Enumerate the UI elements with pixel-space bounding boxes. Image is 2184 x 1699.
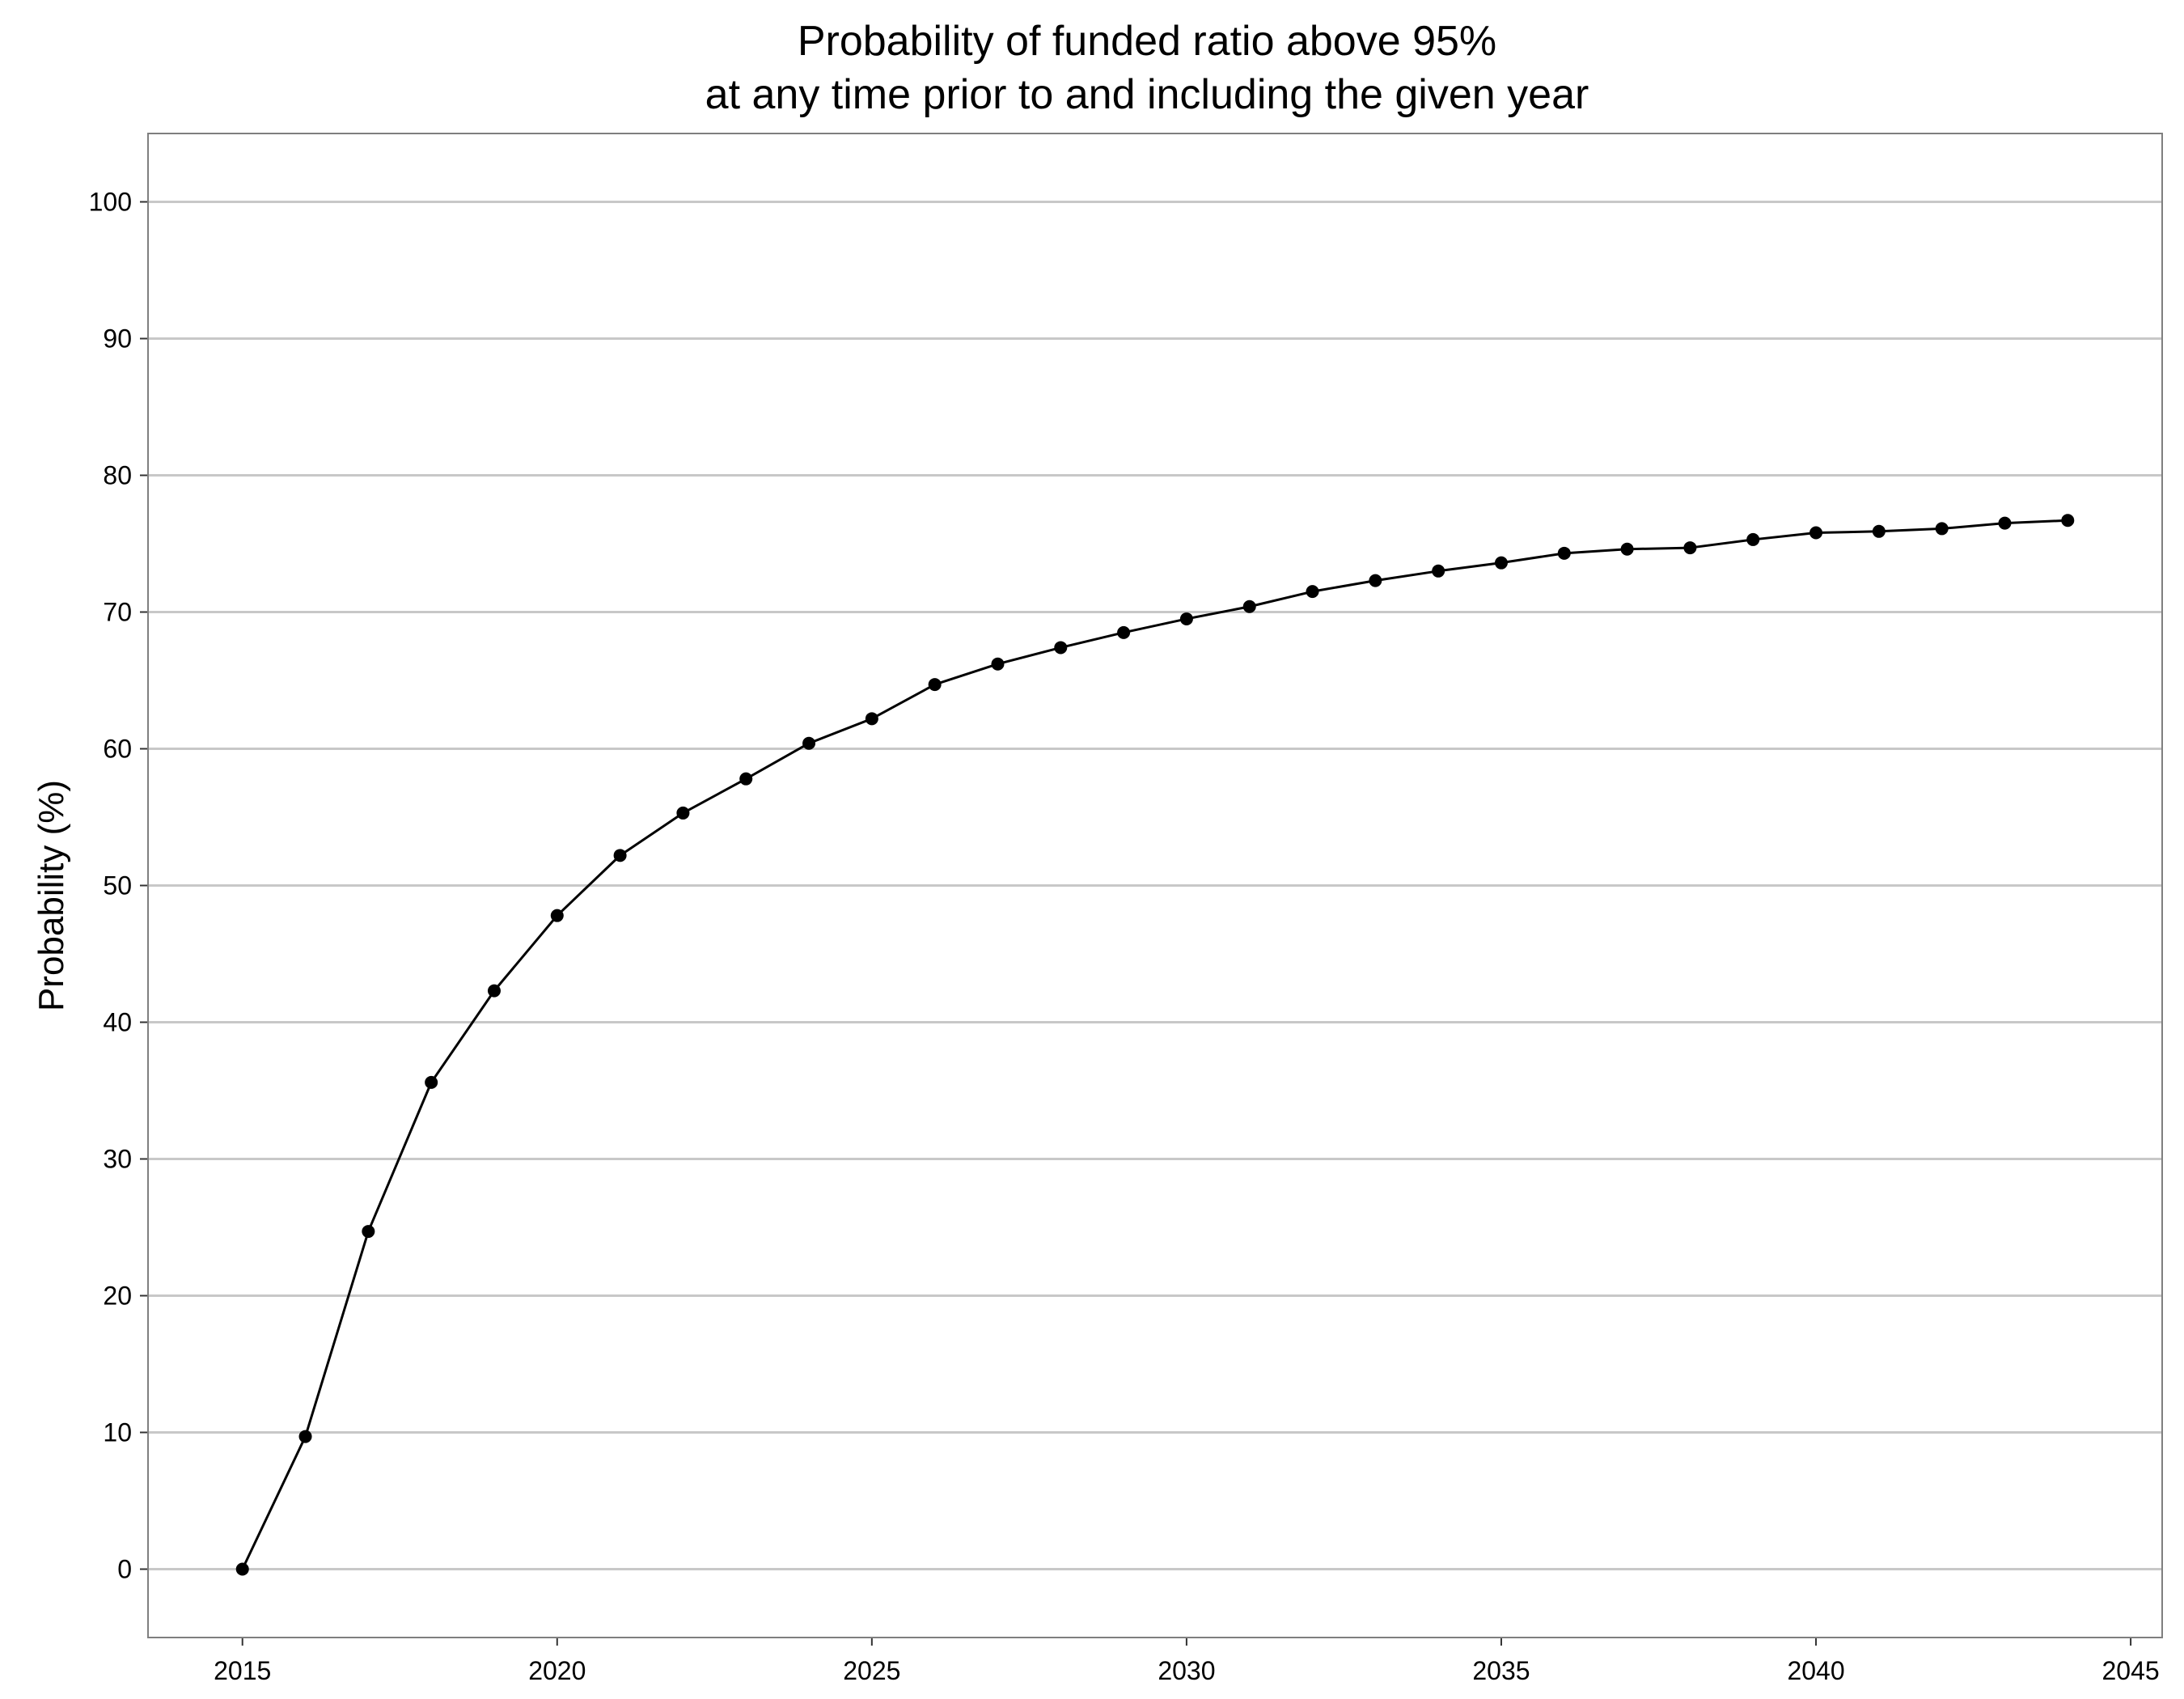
data-point-2030 xyxy=(1179,612,1193,625)
data-point-2044 xyxy=(2061,514,2075,527)
data-point-2023 xyxy=(739,772,753,786)
y-tick-label-80: 80 xyxy=(103,461,132,490)
y-tick-label-20: 20 xyxy=(103,1282,132,1311)
data-point-2043 xyxy=(1998,516,2012,530)
x-tick-label-2040: 2040 xyxy=(1787,1656,1844,1685)
x-tick-label-2020: 2020 xyxy=(528,1656,586,1685)
data-point-2022 xyxy=(676,806,690,820)
data-point-2033 xyxy=(1369,574,1382,587)
data-point-2024 xyxy=(802,736,816,750)
series-line-0 xyxy=(241,519,2069,1570)
data-point-2038 xyxy=(1683,541,1697,555)
data-point-2028 xyxy=(1054,641,1068,655)
chart-title: Probability of funded ratio above 95% xyxy=(798,18,1496,65)
y-tick-label-10: 10 xyxy=(103,1418,132,1447)
data-point-2015 xyxy=(235,1562,249,1576)
data-point-2027 xyxy=(991,657,1005,671)
data-point-2021 xyxy=(613,849,627,862)
gridlines xyxy=(148,201,2162,1570)
y-tick-label-0: 0 xyxy=(117,1555,132,1584)
chart-subtitle: at any time prior to and including the g… xyxy=(705,71,1589,118)
x-tick-label-2025: 2025 xyxy=(843,1656,900,1685)
data-point-2035 xyxy=(1494,556,1508,570)
data-point-2020 xyxy=(550,909,564,922)
data-point-2037 xyxy=(1620,542,1634,556)
data-point-2042 xyxy=(1935,522,1949,536)
y-tick-label-100: 100 xyxy=(89,188,132,217)
data-point-2029 xyxy=(1117,625,1131,639)
data-point-2026 xyxy=(928,678,942,692)
data-point-2018 xyxy=(425,1075,438,1089)
series-line-layer xyxy=(241,519,2069,1570)
data-point-2016 xyxy=(298,1430,312,1443)
data-point-2031 xyxy=(1242,600,1256,613)
data-point-2019 xyxy=(487,984,501,998)
y-tick-label-30: 30 xyxy=(103,1145,132,1174)
x-tick-label-2045: 2045 xyxy=(2102,1656,2160,1685)
x-tick-label-2015: 2015 xyxy=(214,1656,271,1685)
y-tick-label-40: 40 xyxy=(103,1008,132,1037)
data-points xyxy=(235,514,2075,1576)
y-tick-label-90: 90 xyxy=(103,324,132,354)
y-tick-label-60: 60 xyxy=(103,735,132,764)
plot-panel-border xyxy=(147,133,2163,1638)
data-point-2039 xyxy=(1746,532,1760,546)
y-axis-label: Probability (%) xyxy=(32,780,71,1011)
x-tick-label-2030: 2030 xyxy=(1158,1656,1215,1685)
data-point-2040 xyxy=(1809,526,1823,540)
x-tick-label-2035: 2035 xyxy=(1472,1656,1530,1685)
data-point-2032 xyxy=(1306,585,1319,599)
data-point-2041 xyxy=(1872,524,1886,538)
y-tick-label-70: 70 xyxy=(103,598,132,627)
data-point-2034 xyxy=(1432,564,1445,578)
data-point-2017 xyxy=(362,1225,375,1239)
y-tick-label-50: 50 xyxy=(103,871,132,900)
data-point-2025 xyxy=(865,712,878,726)
data-point-2036 xyxy=(1557,546,1571,560)
